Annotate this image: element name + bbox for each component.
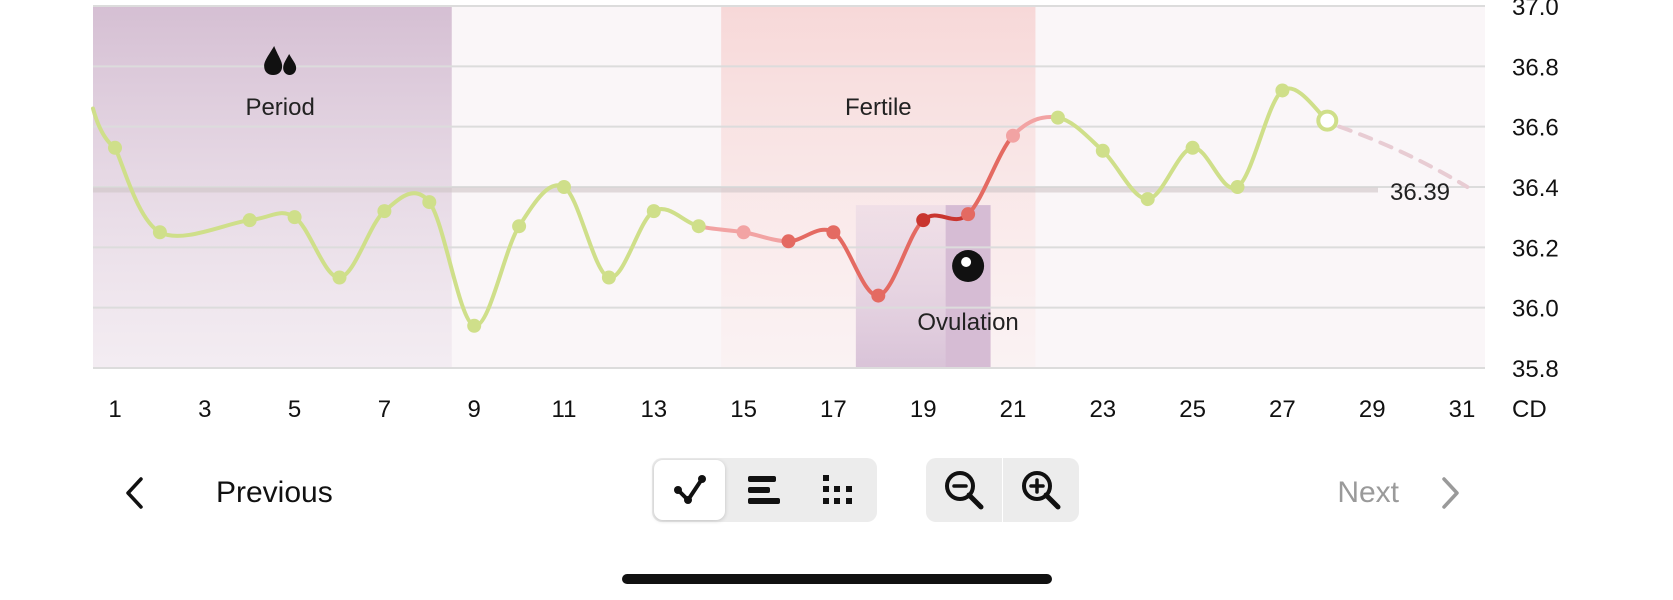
x-tick-label: 9 [468,396,481,423]
region-label-fertile: Fertile [845,94,912,121]
y-tick-label: 37.0 [1512,0,1559,21]
temperature-point[interactable] [557,180,571,194]
temperature-point[interactable] [1275,83,1290,98]
temperature-point[interactable] [332,270,347,285]
chart-controls: Previous [0,458,1673,528]
previous-label: Previous [216,476,333,509]
region-ovulation-day [945,205,991,368]
temperature-point[interactable] [646,204,661,219]
coverline-value: 36.39 [1390,179,1450,206]
chevron-right-icon [1442,477,1459,509]
temperature-point[interactable] [826,225,841,240]
x-tick-label: 25 [1179,396,1206,423]
region-label-ovulation: Ovulation [917,309,1018,336]
temperature-point[interactable] [152,225,167,240]
zoom-in-button[interactable] [1003,458,1079,522]
view-mode-segmented-control [652,458,877,522]
x-tick-label: 27 [1269,396,1296,423]
x-tick-label: 5 [288,396,301,423]
next-button[interactable]: Next [1337,468,1463,518]
y-tick-label: 36.2 [1512,235,1559,262]
drops-icon [264,46,297,75]
temperature-point[interactable] [242,213,257,228]
temperature-point[interactable] [1050,110,1065,125]
zoom-in-icon [1022,471,1061,510]
x-tick-label: 11 [552,396,577,423]
chevron-left-icon [126,477,143,509]
temperature-line-segment [1235,88,1285,189]
temperature-point[interactable] [736,225,751,240]
temperature-point[interactable] [287,210,302,225]
y-tick-label: 36.0 [1512,296,1559,323]
line-chart-icon [673,475,706,504]
temperature-point[interactable] [422,195,437,210]
bar-list-icon [747,476,780,504]
temperature-line-segment [427,200,477,328]
x-tick-label: 21 [1000,396,1027,423]
ovulation-egg-icon [952,250,985,282]
temperature-point[interactable] [1140,192,1155,207]
temperature-point-today[interactable] [1316,109,1339,132]
zoom-control [926,458,1079,522]
zoom-out-icon [945,471,984,510]
zoom-divider [1002,458,1003,522]
temperature-point[interactable] [961,207,976,222]
temperature-point[interactable] [512,219,527,234]
y-tick-label: 36.4 [1512,175,1559,202]
x-tick-label: 29 [1359,396,1386,423]
temperature-line-segment [157,218,252,238]
dots-view-button[interactable] [800,458,875,522]
bar-view-button[interactable] [725,458,800,522]
temperature-point[interactable] [1230,180,1245,194]
region-label-period: Period [245,94,314,121]
temperature-point[interactable] [916,213,931,228]
temperature-point[interactable] [601,270,616,285]
x-axis-unit-label: CD [1512,396,1547,423]
temperature-point[interactable] [1006,128,1020,143]
y-tick-label: 36.8 [1512,54,1559,81]
x-tick-label: 7 [378,396,391,423]
x-tick-label: 13 [640,396,667,423]
temperature-point[interactable] [691,219,706,234]
x-tick-label: 17 [820,396,847,423]
temperature-point[interactable] [781,234,796,249]
previous-button[interactable]: Previous [122,468,333,518]
projection-line [1337,124,1470,189]
zoom-out-button[interactable] [926,458,1002,522]
x-tick-label: 23 [1089,396,1116,423]
x-tick-label: 31 [1449,396,1476,423]
home-indicator [622,574,1052,584]
line-view-button[interactable] [654,460,725,520]
x-tick-label: 15 [730,396,757,423]
next-label: Next [1337,476,1399,509]
dot-grid-icon [822,475,852,504]
temperature-point[interactable] [871,288,886,303]
temperature-point[interactable] [1095,143,1110,158]
y-tick-label: 35.8 [1512,356,1559,383]
temperature-point[interactable] [1185,140,1200,155]
x-tick-label: 1 [108,396,121,423]
x-tick-label: 3 [198,396,211,423]
temperature-point[interactable] [377,204,392,219]
temperature-point[interactable] [467,318,482,333]
y-tick-label: 36.6 [1512,115,1559,142]
temperature-point[interactable] [108,140,122,155]
x-tick-label: 19 [910,396,937,423]
